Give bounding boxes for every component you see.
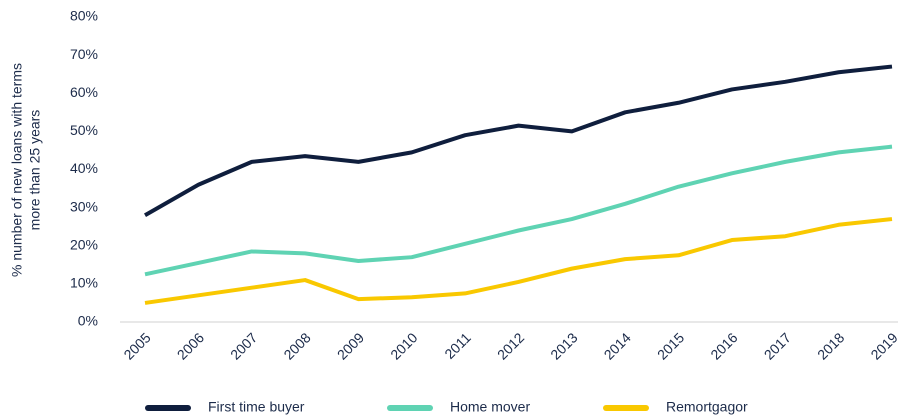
y-tick-label: 30% bbox=[70, 198, 98, 214]
x-tick-label: 2008 bbox=[280, 329, 313, 362]
x-tick-label: 2010 bbox=[387, 329, 420, 362]
x-tick-label: 2013 bbox=[547, 329, 580, 362]
x-tick-label: 2014 bbox=[601, 329, 634, 362]
y-axis-label: more than 25 years bbox=[27, 110, 43, 231]
y-axis-label: % number of new loans with terms bbox=[9, 63, 25, 277]
x-tick-label: 2009 bbox=[334, 329, 367, 362]
x-tick-label: 2015 bbox=[654, 329, 687, 362]
x-tick-label: 2012 bbox=[494, 329, 527, 362]
x-tick-label: 2005 bbox=[120, 329, 153, 362]
y-tick-label: 0% bbox=[78, 313, 98, 329]
x-tick-label: 2016 bbox=[707, 329, 740, 362]
y-tick-label: 10% bbox=[70, 275, 98, 291]
series-line bbox=[144, 144, 893, 277]
y-tick-label: 20% bbox=[70, 236, 98, 252]
y-tick-label: 70% bbox=[70, 46, 98, 62]
series-line bbox=[144, 217, 893, 305]
legend-label: Remortgagor bbox=[666, 399, 748, 415]
y-tick-label: 60% bbox=[70, 84, 98, 100]
x-tick-label: 2018 bbox=[814, 329, 847, 362]
legend-label: First time buyer bbox=[208, 399, 305, 415]
series-line bbox=[144, 64, 893, 217]
legend-label: Home mover bbox=[450, 399, 530, 415]
x-tick-label: 2011 bbox=[441, 329, 474, 362]
y-tick-label: 80% bbox=[70, 8, 98, 24]
y-tick-label: 50% bbox=[70, 122, 98, 138]
x-tick-label: 2007 bbox=[227, 329, 260, 362]
x-tick-label: 2006 bbox=[174, 329, 207, 362]
y-tick-label: 40% bbox=[70, 160, 98, 176]
x-tick-label: 2019 bbox=[867, 329, 898, 362]
x-tick-label: 2017 bbox=[761, 329, 794, 362]
